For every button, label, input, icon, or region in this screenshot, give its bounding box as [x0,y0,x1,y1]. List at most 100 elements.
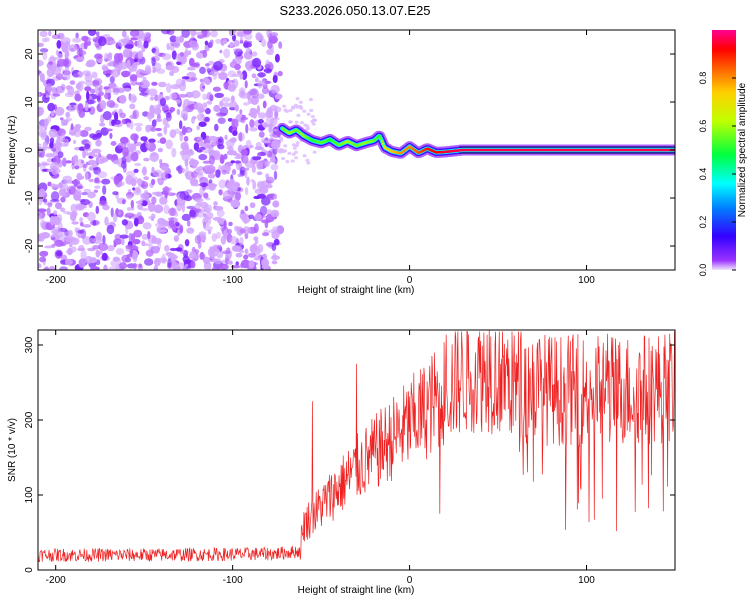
noise-blob [174,212,179,217]
colorbar-gradient [712,30,736,270]
noise-blob [71,221,79,225]
noise-blob [182,145,190,155]
noise-blob [95,249,101,258]
noise-blob [194,31,204,36]
noise-blob [51,34,61,40]
noise-blob [83,40,88,50]
noise-blob [137,50,143,60]
noise-blob [265,150,269,155]
noise-blob [215,169,221,178]
noise-blob [153,265,159,270]
noise-blob [233,40,240,47]
spectrogram-plot-area [38,30,675,270]
noise-blob [244,80,248,89]
noise-blob [245,186,249,196]
noise-blob [283,144,288,148]
noise-blob [88,106,96,115]
noise-blob [287,151,292,155]
noise-blob [140,79,150,89]
noise-blob [151,235,157,244]
noise-blob [119,262,127,270]
noise-blob [129,30,140,37]
noise-blob [161,53,172,61]
noise-blob [193,102,204,111]
colorbar-ticks: 0.0 0.2 0.4 0.6 0.8 [698,72,736,276]
colorbar-label: Normalized spectral amplitude [737,82,748,217]
noise-blob [61,37,71,44]
noise-blob [217,143,221,149]
noise-blob [298,100,303,104]
noise-blob [141,233,149,240]
noise-blob [143,157,150,162]
noise-blob [42,141,48,150]
noise-blob [92,219,97,226]
noise-blob [241,154,249,164]
noise-blob [212,86,221,92]
noise-blob [203,192,209,199]
y-tick-label: -10 [24,190,35,205]
noise-blob [250,96,259,105]
noise-blob [73,140,77,144]
noise-blob [216,251,224,259]
noise-blob [70,203,78,213]
noise-blob [133,122,144,127]
noise-blob [74,93,82,102]
noise-blob [122,146,129,157]
noise-blob [88,30,97,36]
snr-frame [37,329,676,571]
noise-blob [94,177,100,183]
noise-blob [120,238,125,246]
noise-blob [91,154,100,158]
noise-blob [189,209,196,218]
noise-blob [189,158,195,165]
noise-blob [254,78,259,83]
noise-blob [257,112,267,119]
noise-blob [230,95,235,103]
noise-blob [124,44,134,49]
noise-blob [246,176,250,186]
y-tick-label: 100 [24,486,35,503]
snr-plot-area [38,330,675,563]
noise-blob [143,31,151,38]
noise-blob [219,100,224,107]
x-tick-label: 0 [407,275,413,286]
noise-blob [239,166,246,175]
noise-blob [270,84,280,94]
noise-blob [134,162,142,167]
noise-blob [295,97,300,101]
noise-blob [240,259,251,269]
noise-blob [171,147,177,158]
noise-blob [38,143,42,147]
noise-blob [92,237,103,245]
noise-blob [84,143,91,150]
noise-blob [243,102,250,106]
noise-blob [130,133,139,141]
noise-blob [124,212,135,218]
noise-blob [253,195,261,200]
noise-blob [54,184,64,189]
noise-blob [155,127,162,132]
noise-blob [221,97,231,103]
spectrogram-x-label: Height of straight line (km) [298,285,415,296]
noise-blob [141,207,149,212]
noise-blob [114,233,122,241]
x-tick-label: -200 [46,575,66,586]
noise-blob [302,109,307,113]
noise-blob [102,34,111,39]
noise-blob [121,30,127,38]
noise-blob [240,209,245,214]
noise-blob [270,209,280,218]
noise-blob [72,155,79,166]
noise-blob [150,126,157,132]
noise-blob [154,94,159,102]
noise-blob [230,61,237,67]
noise-blob [80,199,91,206]
noise-blob [227,228,232,235]
noise-blob [185,165,189,175]
noise-blob [184,158,189,167]
noise-blob [216,231,221,239]
noise-blob [249,144,254,149]
noise-blob [163,186,170,196]
noise-blob [193,142,200,151]
noise-blob [114,111,119,122]
